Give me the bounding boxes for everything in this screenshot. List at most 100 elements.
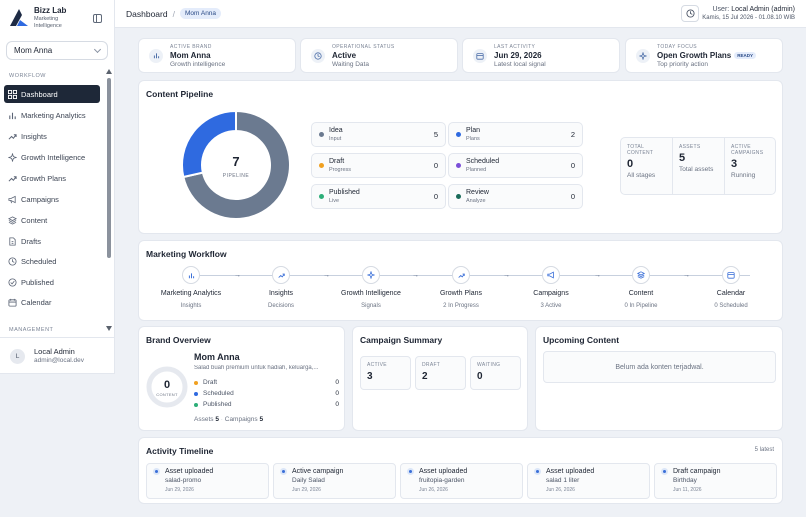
status-dot: [456, 132, 461, 137]
stage-sub: Input: [329, 135, 342, 142]
sidebar-item-label: Published: [21, 277, 54, 287]
stage-idea[interactable]: Idea Input 5: [311, 122, 446, 147]
sidebar-item-label: Marketing Analytics: [21, 110, 86, 120]
sidebar-item-scheduled[interactable]: Scheduled: [4, 252, 100, 270]
scrollbar-thumb[interactable]: [107, 78, 111, 258]
layers-icon: [8, 215, 17, 225]
summary-label-2: CONTENT: [627, 150, 654, 156]
stat-sub: Latest local signal: [494, 60, 546, 68]
stat-card-last-activity: LAST ACTIVITY Jun 29, 2026 Latest local …: [462, 38, 620, 73]
clock-icon: [8, 256, 17, 266]
sparkle-icon: [8, 152, 17, 162]
workflow-step-campaigns[interactable]: Campaigns 3 Active: [506, 266, 596, 309]
sidebar-item-published[interactable]: Published: [4, 273, 100, 291]
box-value: 3: [367, 371, 373, 382]
sidebar-item-label: Dashboard: [21, 89, 58, 99]
stage-sub: Progress: [329, 166, 352, 173]
avatar: L: [10, 348, 25, 364]
trend-icon: [452, 266, 470, 284]
activity-item[interactable]: Active campaign Daily Salad Jun 29, 2026: [273, 463, 396, 499]
calendar-icon: [8, 298, 17, 307]
stage-draft[interactable]: Draft Progress 0: [311, 153, 446, 178]
campaigns-value: 5: [259, 416, 264, 423]
sidebar-item-calendar[interactable]: Calendar: [4, 293, 100, 311]
box-value: 2: [422, 371, 428, 382]
upcoming-content-card: Upcoming Content Belum ada konten terjad…: [535, 326, 783, 431]
user-profile[interactable]: L Local Admin admin@local.dev: [0, 337, 114, 374]
content-ring: 0 CONTENT: [146, 366, 188, 408]
campaign-box-active[interactable]: ACTIVE 3: [360, 356, 411, 390]
sidebar-item-marketing-analytics[interactable]: Marketing Analytics: [4, 106, 100, 124]
campaign-box-waiting[interactable]: WAITING 0: [470, 356, 521, 390]
activity-date: Jun 26, 2026: [546, 487, 575, 493]
stage-published[interactable]: Published Live 0: [311, 184, 446, 209]
status-dot: [319, 194, 324, 199]
arrow-right-icon: →: [594, 272, 601, 279]
activity-date: Jun 29, 2026: [165, 487, 194, 493]
stat-value: Active: [332, 50, 357, 60]
activity-title: Active campaign: [292, 468, 344, 475]
workflow-step-calendar[interactable]: Calendar 0 Scheduled: [686, 266, 776, 309]
activity-item[interactable]: Draft campaign Birthday Jun 11, 2026: [654, 463, 777, 499]
sidebar-item-label: Calendar: [21, 297, 52, 307]
step-sub: Decisions: [267, 303, 294, 309]
status-dot: [456, 163, 461, 168]
scroll-up-icon[interactable]: [106, 69, 112, 74]
stage-review[interactable]: Review Analyze 0: [448, 184, 583, 209]
activity-title: Asset uploaded: [419, 468, 468, 475]
activity-item[interactable]: Asset uploaded fruitopia-garden Jun 26, …: [400, 463, 523, 499]
stat-sub: Waiting Data: [332, 60, 369, 68]
arrow-right-icon: →: [323, 272, 330, 279]
brand-tagline-1: Marketing: [34, 15, 59, 22]
stage-count: 5: [433, 130, 438, 139]
workflow-step-content[interactable]: Content 0 In Pipeline: [596, 266, 686, 309]
stage-name: Plan: [466, 127, 481, 135]
divider: [672, 137, 673, 195]
status-dot: [194, 391, 198, 396]
sidebar-item-insights[interactable]: Insights: [4, 127, 100, 145]
calendar-button[interactable]: [681, 5, 699, 22]
layers-icon: [632, 266, 650, 284]
activity-dot-icon: [280, 468, 287, 475]
sidebar-item-content[interactable]: Content: [4, 211, 100, 229]
stage-sub: Live: [329, 197, 340, 204]
activity-item[interactable]: Asset uploaded salad 1 liter Jun 26, 202…: [527, 463, 650, 499]
brand-row-scheduled: Scheduled 0: [194, 390, 339, 397]
bar-chart-icon: [182, 266, 200, 284]
trend-icon: [8, 132, 17, 141]
campaign-box-draft[interactable]: DRAFT 2: [415, 356, 466, 390]
sidebar-item-growth-plans[interactable]: Growth Plans: [4, 169, 100, 187]
sidebar-item-dashboard[interactable]: Dashboard: [4, 85, 100, 103]
stage-scheduled[interactable]: Scheduled Planned 0: [448, 153, 583, 178]
user-email: admin@local.dev: [34, 356, 84, 364]
donut-slice-idea[interactable]: [182, 111, 290, 219]
sidebar-toggle-icon[interactable]: [93, 14, 102, 23]
sidebar-item-campaigns[interactable]: Campaigns: [4, 190, 100, 208]
stat-card-today-focus[interactable]: TODAY FOCUS Open Growth Plans READY Top p…: [625, 38, 783, 73]
breadcrumb: Dashboard / Mom Anna: [126, 8, 222, 19]
card-title: Activity Timeline: [146, 446, 214, 456]
sidebar-item-growth-intelligence[interactable]: Growth Intelligence: [4, 148, 100, 166]
brand-selector[interactable]: Mom Anna: [6, 41, 108, 60]
brand-overview-footer: Assets 5 · Campaigns 5: [194, 416, 264, 423]
step-label: Calendar: [716, 290, 746, 297]
breadcrumb-root[interactable]: Dashboard: [126, 8, 168, 19]
campaigns-label: Campaigns: [224, 416, 258, 423]
sidebar-item-drafts[interactable]: Drafts: [4, 232, 100, 250]
user-info: User: Local Admin (admin) Kamis, 15 Jul …: [702, 5, 795, 23]
stage-count: 0: [570, 161, 575, 170]
row-label: Draft: [203, 379, 218, 386]
datetime: Kamis, 15 Jul 2026 - 01.08.10 WIB: [702, 15, 795, 22]
scroll-down-icon[interactable]: [106, 326, 112, 331]
workflow-step-growth-plans[interactable]: Growth Plans 2 In Progress: [416, 266, 506, 309]
stage-plan[interactable]: Plan Plans 2: [448, 122, 583, 147]
topbar: Dashboard / Mom Anna User: Local Admin (…: [115, 0, 806, 28]
step-label: Insights: [268, 290, 294, 297]
activity-item[interactable]: Asset uploaded salad-promo Jun 29, 2026: [146, 463, 269, 499]
workflow-step-marketing-analytics[interactable]: Marketing Analytics Insights: [146, 266, 236, 309]
workflow-step-insights[interactable]: Insights Decisions: [236, 266, 326, 309]
brand-logo[interactable]: Bizz Lab Marketing Intelligence: [8, 6, 66, 30]
donut-label: PIPELINE: [223, 173, 250, 179]
sidebar-scrollbar[interactable]: [105, 68, 113, 334]
workflow-step-growth-intelligence[interactable]: Growth Intelligence Signals: [326, 266, 416, 309]
